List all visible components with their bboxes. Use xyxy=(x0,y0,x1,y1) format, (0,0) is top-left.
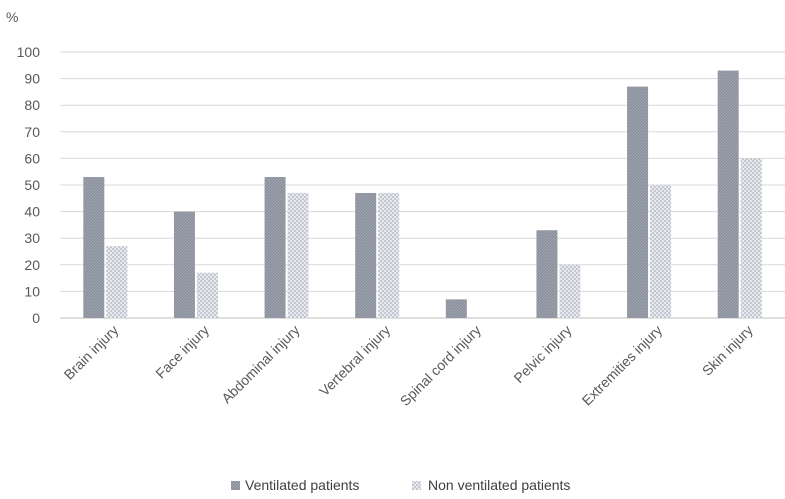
legend-swatch-ventilated-patients xyxy=(231,481,240,490)
bar-non-ventilated-patients-abdominal-injury xyxy=(287,192,309,318)
bars xyxy=(83,70,762,319)
legend: Ventilated patients Non ventilated patien… xyxy=(231,477,570,493)
bar-ventilated-patients-face-injury xyxy=(173,211,195,318)
bar-non-ventilated-patients-skin-injury xyxy=(740,158,762,318)
x-tick-label-pelvic-injury: Pelvic injury xyxy=(510,322,574,386)
bar-ventilated-patients-pelvic-injury xyxy=(536,230,558,318)
bar-ventilated-patients-abdominal-injury xyxy=(264,177,286,318)
y-tick-label-60: 60 xyxy=(24,150,40,166)
bar-ventilated-patients-brain-injury xyxy=(83,177,105,318)
bar-non-ventilated-patients-vertebral-injury xyxy=(378,192,400,318)
y-tick-label-20: 20 xyxy=(24,257,40,273)
bar-ventilated-patients-spinal-cord-injury xyxy=(445,299,467,318)
y-tick-label-10: 10 xyxy=(24,283,40,299)
x-tick-label-skin-injury: Skin injury xyxy=(699,322,756,379)
bar-ventilated-patients-vertebral-injury xyxy=(355,192,377,318)
y-axis-ticks: 0 10 20 30 40 50 60 70 80 90 100 xyxy=(17,44,41,326)
x-axis-labels: Brain injury Face injury Abdominal injury V… xyxy=(61,322,756,409)
x-tick-label-abdominal-injury: Abdominal injury xyxy=(218,322,302,406)
x-tick-label-vertebral-injury: Vertebral injury xyxy=(316,322,393,399)
y-tick-label-40: 40 xyxy=(24,204,40,220)
bar-ventilated-patients-skin-injury xyxy=(717,70,739,319)
y-tick-label-70: 70 xyxy=(24,124,40,140)
y-tick-label-30: 30 xyxy=(24,230,40,246)
legend-label-non-ventilated-patients: Non ventilated patients xyxy=(428,477,570,493)
y-tick-label-90: 90 xyxy=(24,71,40,87)
y-axis-unit-label: % xyxy=(6,9,18,25)
x-tick-label-extremities-injury: Extremities injury xyxy=(578,322,665,409)
legend-label-ventilated-patients: Ventilated patients xyxy=(245,477,359,493)
bar-non-ventilated-patients-extremities-injury xyxy=(650,185,672,318)
y-tick-label-80: 80 xyxy=(24,97,40,113)
y-tick-label-0: 0 xyxy=(32,310,40,326)
x-tick-label-face-injury: Face injury xyxy=(152,322,212,382)
gridlines xyxy=(60,51,785,319)
bar-non-ventilated-patients-brain-injury xyxy=(106,246,128,318)
bar-ventilated-patients-extremities-injury xyxy=(627,86,649,318)
x-tick-label-spinal-cord-injury: Spinal cord injury xyxy=(397,322,484,409)
legend-swatch-non-ventilated-patients xyxy=(412,481,421,490)
y-tick-label-50: 50 xyxy=(24,177,40,193)
x-tick-label-brain-injury: Brain injury xyxy=(61,322,122,383)
bar-non-ventilated-patients-pelvic-injury xyxy=(559,264,581,318)
bar-non-ventilated-patients-face-injury xyxy=(196,272,218,318)
y-tick-label-100: 100 xyxy=(17,44,41,60)
